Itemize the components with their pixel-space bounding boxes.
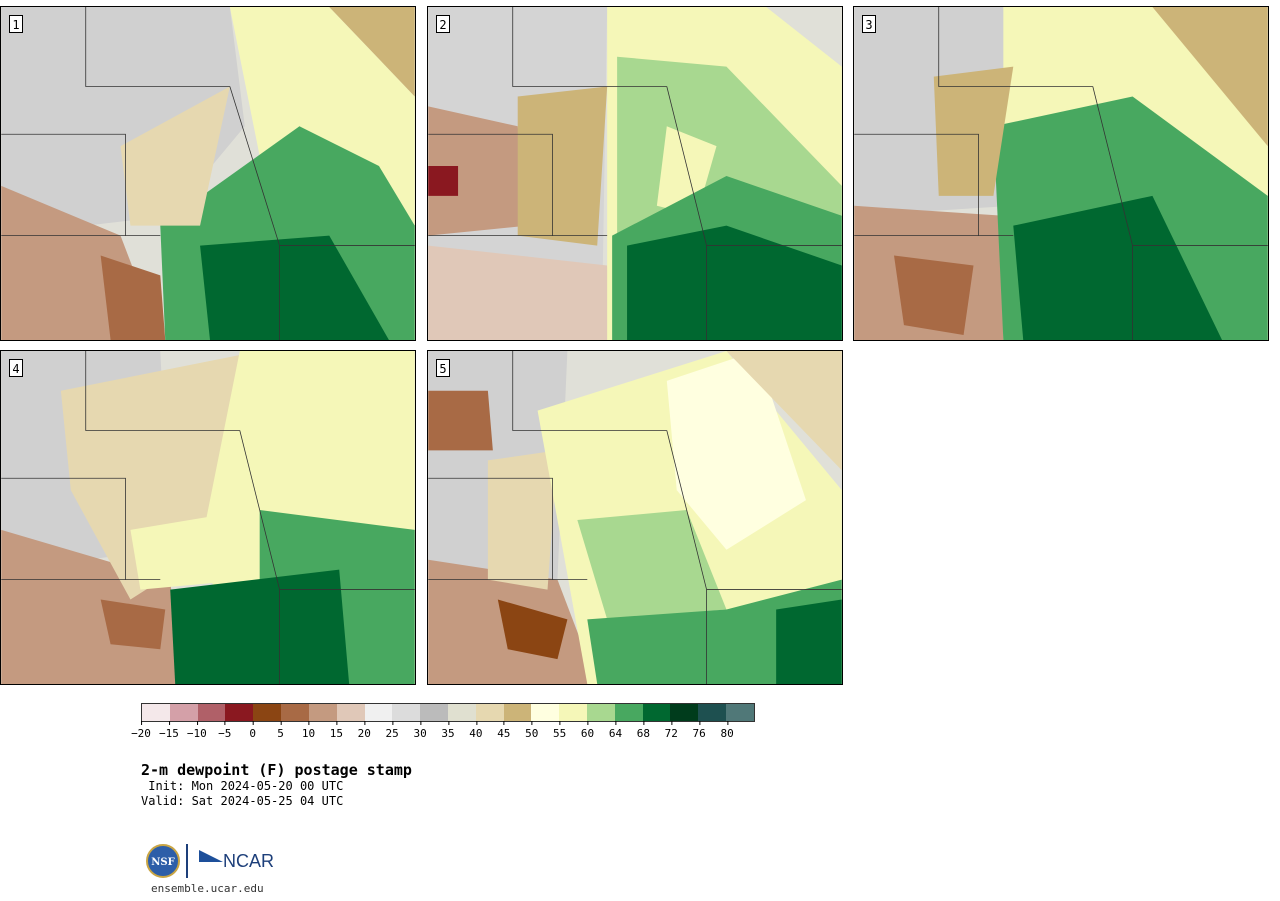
colorbar-ticks: −20 −15 −10 −5 0 5 10 15 20 25 30 35 40 45 50 55 60 64 68 7… [131,721,755,742]
colorbar-swatch [642,704,671,721]
colorbar-swatch [253,704,282,721]
colorbar-swatch [587,704,615,721]
dewpoint-map-4 [1,351,415,684]
init-time: Init: Mon 2024-05-20 00 UTC [141,779,344,793]
dewpoint-map-3 [854,7,1268,340]
panel-number: 4 [9,359,23,377]
nsf-ncar-logo: NSF NCAR [146,844,274,878]
colorbar-tick-label: 5 [277,721,284,740]
colorbar-tick-label: 60 [581,721,594,740]
colorbar-swatch [614,704,643,721]
colorbar-swatch [197,704,226,721]
colorbar-swatch [698,704,727,721]
colorbar-swatch [225,704,254,721]
colorbar-swatch [503,704,532,721]
map-panel-1: 1 [0,6,416,341]
map-panel-3: 3 [853,6,1269,341]
figure-title: 2-m dewpoint (F) postage stamp [141,761,412,779]
panel-number: 2 [436,15,450,33]
colorbar-tick-label: 50 [525,721,538,740]
colorbar-swatch [392,704,421,721]
colorbar-swatch [308,704,337,721]
colorbar-tick-label: −5 [218,721,231,740]
panel-number: 3 [862,15,876,33]
colorbar [141,703,755,722]
colorbar-tick-label: −15 [159,721,179,740]
dewpoint-map-5 [428,351,842,684]
site-url: ensemble.ucar.edu [151,882,264,895]
colorbar-tick-label: 25 [386,721,399,740]
colorbar-swatch [142,704,170,721]
colorbar-tick-label: 40 [469,721,483,740]
colorbar-swatch [559,704,587,721]
colorbar-tick-label: −10 [187,721,207,740]
panel-number: 1 [9,15,23,33]
valid-time: Valid: Sat 2024-05-25 04 UTC [141,794,344,808]
dewpoint-map-1 [1,7,415,340]
nsf-logo-text: NSF [151,857,174,868]
colorbar-swatch [281,704,309,721]
ncar-logo-text: NCAR [223,851,274,871]
colorbar-swatch [447,704,476,721]
colorbar-tick-label: 55 [553,721,566,740]
dewpoint-map-2 [428,7,842,340]
colorbar-swatch [336,704,365,721]
map-panel-4: 4 [0,350,416,685]
colorbar-tick-label: 76 [693,721,706,740]
logos: NSF NCAR [145,842,275,884]
colorbar-tick-label: 10 [302,721,315,740]
colorbar-swatch [364,704,393,721]
colorbar-tick-label: −20 [131,721,151,740]
colorbar-swatch [420,704,448,721]
panel-number: 5 [436,359,450,377]
colorbar-swatch [726,704,754,721]
colorbar-swatch [670,704,699,721]
colorbar-swatch [475,704,504,721]
colorbar-tick-label: 80 [720,721,734,740]
colorbar-tick-label: 20 [358,721,371,740]
colorbar-swatch [169,704,198,721]
map-panel-5: 5 [427,350,843,685]
colorbar-tick-label: 0 [249,721,256,740]
colorbar-tick-label: 68 [637,721,650,740]
colorbar-swatch [531,704,560,721]
map-panel-2: 2 [427,6,843,341]
colorbar-tick-label: 72 [665,721,678,740]
colorbar-tick-label: 30 [413,721,427,740]
colorbar-tick-label: 45 [497,721,510,740]
colorbar-tick-label: 35 [441,721,455,740]
colorbar-tick-label: 15 [330,721,343,740]
colorbar-tick-label: 64 [609,721,622,740]
